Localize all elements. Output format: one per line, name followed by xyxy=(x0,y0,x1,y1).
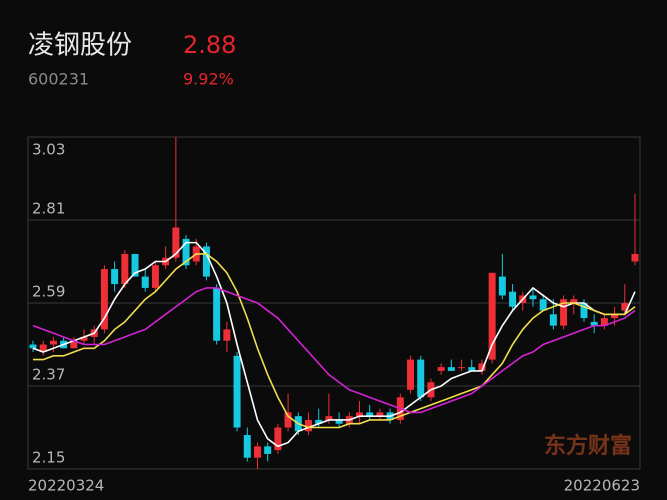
candle-body xyxy=(437,367,445,371)
candle-body xyxy=(529,295,537,300)
candle-body xyxy=(49,340,57,345)
candle-body xyxy=(488,272,496,360)
candle-body xyxy=(498,276,506,296)
candle-body xyxy=(376,412,384,417)
y-tick-label: 2.81 xyxy=(32,200,65,218)
stock-name: 凌钢股份 xyxy=(28,31,132,61)
stock-change: 9.92% xyxy=(183,70,234,89)
candle-body xyxy=(600,318,608,326)
y-tick-label: 2.59 xyxy=(32,283,65,301)
candle-body xyxy=(509,291,517,307)
candle-body xyxy=(233,355,241,428)
candle-body xyxy=(213,287,221,341)
candle-body xyxy=(264,446,272,454)
moving-average-line xyxy=(33,253,636,429)
candle-body xyxy=(631,253,639,262)
candle-body xyxy=(366,412,374,417)
stock-code: 600231 xyxy=(28,70,89,89)
stock-price: 2.88 xyxy=(183,31,236,59)
candle-body xyxy=(304,419,312,432)
candle-body xyxy=(580,303,588,319)
candle-body xyxy=(590,321,598,326)
x-tick-label: 20220623 xyxy=(564,477,640,495)
x-tick-label: 20220324 xyxy=(28,477,104,495)
candle-body xyxy=(549,314,557,326)
candle-body xyxy=(151,265,159,288)
candle-body xyxy=(325,416,333,420)
candle-body xyxy=(539,299,547,311)
candle-body xyxy=(315,419,323,424)
candle-body xyxy=(243,435,251,458)
candle-body xyxy=(202,246,210,277)
moving-average-line xyxy=(32,241,636,448)
candle-body xyxy=(274,427,282,451)
candle-body xyxy=(39,344,47,353)
candle-body xyxy=(417,359,425,398)
candle-body xyxy=(468,367,476,371)
moving-average-line xyxy=(32,287,636,414)
candle-body xyxy=(80,336,88,341)
candle-body xyxy=(70,340,78,349)
candle-body xyxy=(478,363,486,371)
candle-body xyxy=(560,299,568,326)
candle-body xyxy=(223,329,231,341)
candle-body xyxy=(111,269,119,285)
candle-body xyxy=(182,238,190,266)
y-tick-label: 2.15 xyxy=(32,449,65,467)
candle-body xyxy=(621,303,629,311)
candle-body xyxy=(29,344,37,349)
y-tick-label: 3.03 xyxy=(32,141,65,159)
candle-body xyxy=(172,227,180,258)
candle-body xyxy=(407,359,415,390)
candle-body xyxy=(335,419,343,424)
y-tick-label: 2.37 xyxy=(32,366,65,384)
candle-body xyxy=(611,314,619,319)
candle-body xyxy=(121,253,129,285)
watermark: 东方财富 xyxy=(544,433,632,459)
candle-body xyxy=(570,299,578,303)
candle-body xyxy=(356,412,364,417)
candle-body xyxy=(100,269,108,330)
candle-body xyxy=(131,253,139,277)
candle-body xyxy=(458,367,466,369)
candle-body xyxy=(284,412,292,428)
candle-body xyxy=(141,276,149,288)
candle-body xyxy=(253,446,261,458)
candle-body xyxy=(447,367,455,371)
